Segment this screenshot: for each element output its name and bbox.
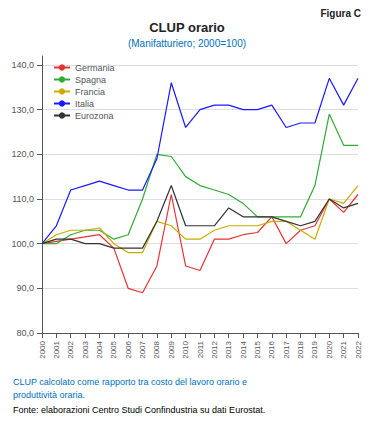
svg-text:Germania: Germania (75, 63, 115, 73)
svg-text:2015: 2015 (253, 340, 262, 358)
svg-text:2019: 2019 (310, 340, 319, 358)
svg-text:2012: 2012 (210, 340, 219, 358)
svg-text:130,0: 130,0 (11, 105, 34, 115)
svg-text:2009: 2009 (167, 340, 176, 358)
svg-text:110,0: 110,0 (12, 194, 34, 204)
svg-text:2017: 2017 (282, 340, 291, 358)
svg-text:CLUP calcolato come rapporto t: CLUP calcolato come rapporto tra costo d… (13, 377, 247, 387)
svg-text:140,0: 140,0 (11, 60, 34, 70)
svg-text:2002: 2002 (66, 340, 75, 358)
svg-text:100,0: 100,0 (11, 239, 34, 249)
svg-text:2020: 2020 (325, 340, 334, 358)
svg-text:Spagna: Spagna (75, 75, 106, 85)
svg-text:Italia: Italia (75, 99, 94, 109)
svg-text:Fonte: elaborazioni Centro Stu: Fonte: elaborazioni Centro Studi Confind… (13, 405, 265, 415)
svg-text:80,0: 80,0 (16, 328, 34, 338)
svg-text:2018: 2018 (296, 340, 305, 358)
svg-text:Eurozona: Eurozona (75, 111, 114, 121)
svg-text:Francia: Francia (75, 87, 105, 97)
svg-text:(Manifatturiero; 2000=100): (Manifatturiero; 2000=100) (128, 38, 246, 49)
svg-text:2006: 2006 (124, 340, 133, 358)
svg-text:CLUP orario: CLUP orario (149, 20, 225, 35)
svg-text:2000: 2000 (38, 340, 47, 358)
svg-text:2021: 2021 (339, 340, 348, 358)
svg-text:2011: 2011 (196, 340, 205, 358)
svg-text:120,0: 120,0 (11, 149, 34, 159)
svg-text:2014: 2014 (239, 340, 248, 358)
svg-text:2008: 2008 (152, 340, 161, 358)
svg-text:2005: 2005 (109, 340, 118, 358)
svg-text:2007: 2007 (138, 340, 147, 358)
svg-text:Figura C: Figura C (320, 8, 361, 19)
svg-text:2004: 2004 (95, 340, 104, 358)
svg-text:2013: 2013 (224, 340, 233, 358)
svg-text:2003: 2003 (81, 340, 90, 358)
svg-text:2001: 2001 (52, 340, 61, 358)
svg-text:2022: 2022 (354, 340, 363, 358)
svg-text:produttività oraria.: produttività oraria. (13, 390, 85, 400)
svg-text:2010: 2010 (181, 340, 190, 358)
svg-text:2016: 2016 (267, 340, 276, 358)
svg-text:90,0: 90,0 (16, 283, 34, 293)
